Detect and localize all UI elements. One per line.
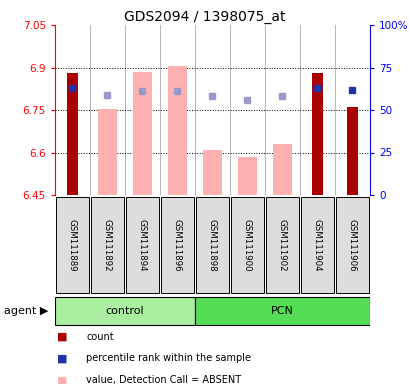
Text: GSM111894: GSM111894 bbox=[138, 218, 147, 271]
Bar bbox=[195, 296, 369, 325]
Text: GSM111900: GSM111900 bbox=[243, 218, 252, 271]
Text: GSM111889: GSM111889 bbox=[68, 218, 77, 271]
Text: GSM111896: GSM111896 bbox=[173, 218, 182, 271]
Text: agent ▶: agent ▶ bbox=[4, 306, 48, 316]
Text: PCN: PCN bbox=[270, 306, 293, 316]
Text: GSM111898: GSM111898 bbox=[207, 218, 216, 271]
Bar bbox=[90, 197, 124, 293]
Text: GSM111902: GSM111902 bbox=[277, 218, 286, 271]
Bar bbox=[230, 197, 264, 293]
Text: ■: ■ bbox=[57, 354, 68, 364]
Bar bbox=[56, 197, 89, 293]
Bar bbox=[265, 197, 299, 293]
Bar bbox=[55, 296, 195, 325]
Bar bbox=[67, 73, 78, 195]
Bar bbox=[272, 144, 291, 195]
Bar bbox=[126, 197, 159, 293]
Bar bbox=[195, 197, 229, 293]
Bar bbox=[98, 109, 117, 195]
Text: GSM111904: GSM111904 bbox=[312, 218, 321, 271]
Text: control: control bbox=[106, 306, 144, 316]
Bar bbox=[335, 197, 369, 293]
Text: percentile rank within the sample: percentile rank within the sample bbox=[86, 354, 250, 364]
Bar bbox=[202, 150, 222, 195]
Bar bbox=[237, 157, 256, 195]
Text: GSM111906: GSM111906 bbox=[347, 218, 356, 271]
Text: ■: ■ bbox=[57, 332, 68, 342]
Bar bbox=[133, 72, 152, 195]
Bar bbox=[160, 197, 194, 293]
Text: value, Detection Call = ABSENT: value, Detection Call = ABSENT bbox=[86, 376, 240, 384]
Bar bbox=[312, 73, 322, 195]
Bar bbox=[346, 107, 357, 195]
Bar bbox=[300, 197, 333, 293]
Bar bbox=[167, 66, 187, 195]
Text: count: count bbox=[86, 332, 113, 342]
Text: GDS2094 / 1398075_at: GDS2094 / 1398075_at bbox=[124, 10, 285, 24]
Text: ■: ■ bbox=[57, 376, 68, 384]
Text: GSM111892: GSM111892 bbox=[103, 218, 112, 271]
